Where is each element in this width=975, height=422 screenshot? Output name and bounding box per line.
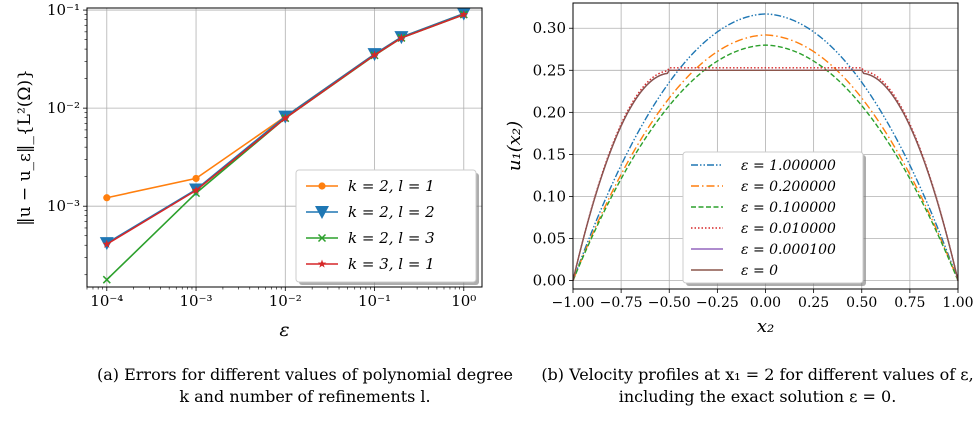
tick-label-y: 10⁻² [47, 99, 80, 117]
series-4-line [572, 67, 959, 281]
x-axis-label: x₂ [757, 316, 774, 337]
tick-label-y: 10⁻¹ [47, 1, 80, 19]
tick-label-x: 0.00 [750, 295, 781, 311]
tick-label-x: 0.75 [894, 295, 925, 311]
tick-label-x: −1.00 [552, 295, 595, 311]
legend-label: ε = 0.200000 [741, 179, 836, 195]
tick-label-x: 1.00 [942, 295, 973, 311]
tick-label-y: 0.05 [533, 230, 566, 248]
tick-label-y: 0.00 [533, 272, 566, 290]
tick-label-y: 0.25 [533, 61, 566, 79]
series-4 [102, 10, 469, 248]
point-marker [102, 239, 112, 248]
tick-label-x: 10⁰ [451, 292, 476, 310]
point-marker [317, 259, 327, 268]
caption-b: (b) Velocity profiles at x₁ = 2 for diff… [541, 365, 974, 406]
legend-label: ε = 0.100000 [741, 200, 836, 216]
point-marker [192, 189, 201, 198]
point-marker [315, 206, 329, 219]
legend-box [295, 169, 477, 283]
legend-label: k = 3, l = 1 [348, 255, 435, 273]
point-marker [281, 113, 290, 122]
plot-frame [86, 7, 483, 288]
point-marker [102, 275, 111, 284]
error-chart: 10⁻⁴ 10⁻³ 10⁻² 10⁻¹ 10⁰ 10⁻³ 10⁻² 10⁻¹ ε ‖u − u_ε… [15, 1, 483, 341]
tick-label-x: 10⁻¹ [358, 292, 391, 310]
legend: k = 2, l = 1 k = 2, l = 2 k = 2, l = 3 k = … [295, 169, 479, 285]
series-3-line [572, 44, 959, 281]
legend-label: k = 2, l = 3 [348, 229, 435, 247]
point-marker [103, 194, 111, 202]
series-1-line [572, 13, 959, 281]
tick-label-x: 0.50 [846, 295, 877, 311]
tick-label-x: −0.50 [648, 295, 691, 311]
legend-label: k = 2, l = 1 [348, 177, 435, 195]
series-line [106, 13, 465, 245]
tick-label-x: 0.25 [798, 295, 829, 311]
legend-label: ε = 0.000100 [741, 242, 836, 258]
y-axis-label: ‖u − u_ε‖_{L²(Ω)} [15, 69, 35, 226]
point-marker [317, 233, 327, 243]
legend-label: ε = 1.000000 [741, 158, 836, 174]
legend-label: ε = 0.010000 [741, 221, 836, 237]
tick-label-y: 0.20 [533, 103, 566, 121]
legend: ε = 1.000000 ε = 0.200000 ε = 0.100000 ε = … [682, 151, 866, 286]
tick-label-x: 10⁻² [269, 292, 302, 310]
tick-label-x: −0.75 [600, 295, 643, 311]
caption-a: (a) Errors for different values of polyn… [96, 365, 514, 406]
tick-label-x: 10⁻³ [180, 292, 213, 310]
y-axis-label: u₁(x₂) [504, 121, 525, 171]
legend-box [682, 151, 864, 284]
x-axis-label: ε [279, 319, 289, 341]
tick-label-y: 0.15 [533, 145, 566, 163]
point-marker [191, 185, 201, 195]
tick-label-y: 0.30 [533, 19, 566, 37]
tick-label-x: −0.25 [696, 295, 739, 311]
point-marker [397, 33, 406, 42]
point-marker [318, 182, 326, 190]
plot-frame [572, 2, 959, 290]
legend-label: k = 2, l = 2 [348, 203, 435, 221]
point-marker [192, 174, 200, 183]
velocity-chart: −1.00 −0.75 −0.50 −0.25 0.00 0.25 0.50 0.75 1.00… [504, 2, 974, 337]
series-2-line [572, 34, 959, 281]
tick-label-y: 0.10 [533, 187, 566, 205]
point-marker [370, 50, 379, 59]
tick-label-x: 10⁻⁴ [90, 292, 123, 310]
tick-label-y: 10⁻³ [47, 197, 80, 215]
legend-label: ε = 0 [741, 263, 778, 279]
series-6-line [572, 69, 959, 281]
point-marker [459, 10, 469, 19]
